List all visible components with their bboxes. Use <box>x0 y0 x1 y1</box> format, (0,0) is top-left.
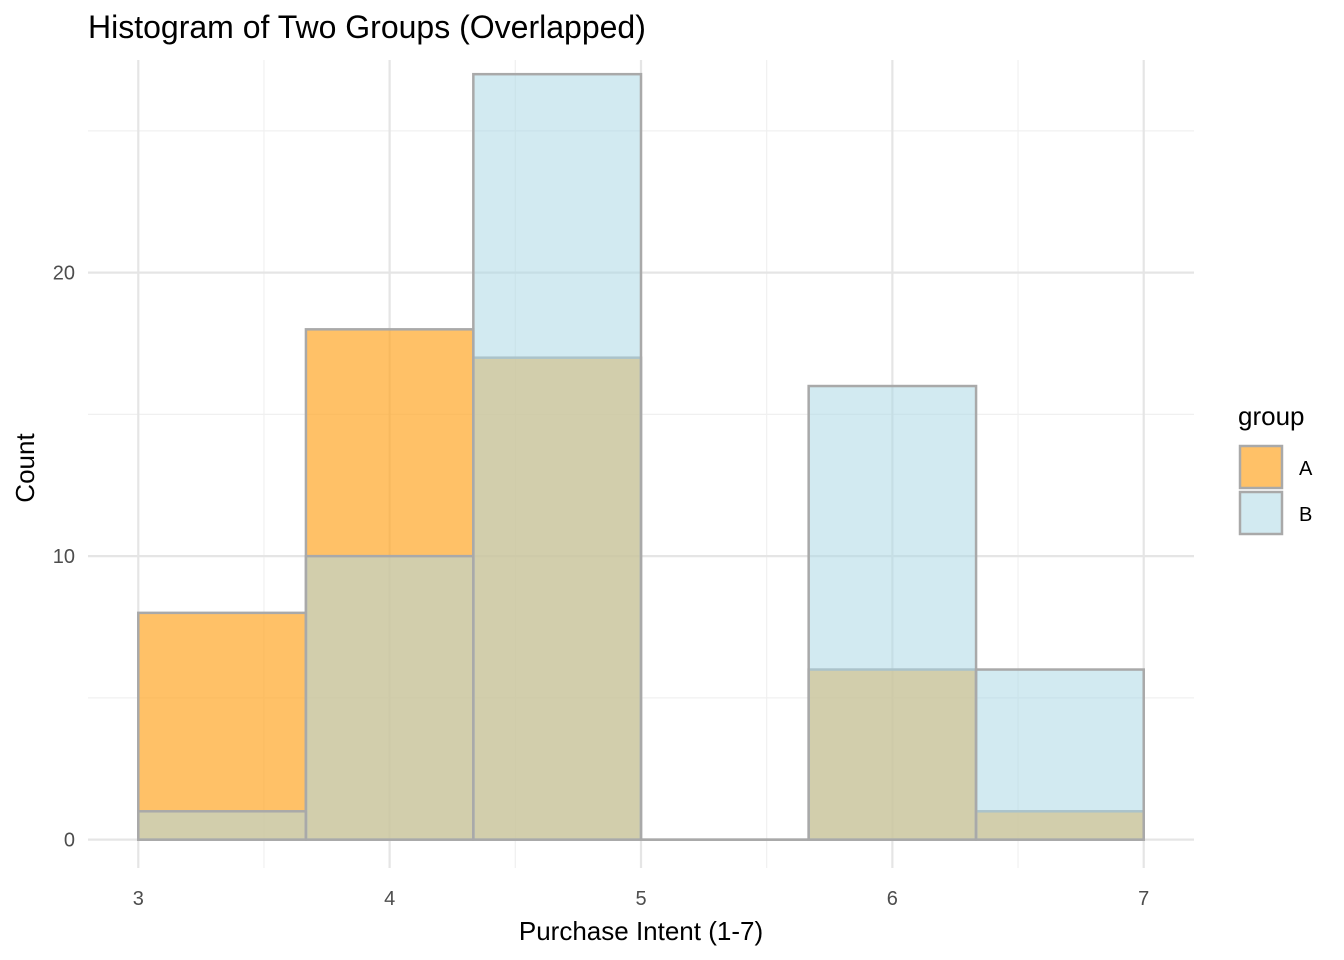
bar-B-bin-1 <box>137 810 308 841</box>
legend-key-A <box>1238 444 1284 490</box>
x-tick-label: 7 <box>1138 888 1149 910</box>
bar-B-bin-3 <box>472 72 643 841</box>
y-tick-label: 0 <box>64 830 75 852</box>
x-tick-label: 6 <box>887 888 898 910</box>
x-tick-label: 4 <box>384 888 395 910</box>
legend-key-B <box>1238 490 1284 536</box>
legend-label-A: A <box>1299 458 1313 480</box>
bar-A-bin-1 <box>137 611 308 841</box>
x-tick-label: 5 <box>635 888 646 910</box>
histogram-bars <box>137 72 1145 841</box>
bar-B-bin-2 <box>304 554 475 841</box>
y-axis-title: Count <box>10 433 40 503</box>
chart-title: Histogram of Two Groups (Overlapped) <box>88 9 646 45</box>
bar-B-bin-6 <box>974 668 1145 841</box>
legend-title: group <box>1238 401 1305 431</box>
bar-B-bin-5 <box>807 384 978 841</box>
x-axis-title: Purchase Intent (1-7) <box>519 916 763 946</box>
axis-ticks: 3 4 5 6 7 0 10 20 <box>53 263 1150 910</box>
legend-label-B: B <box>1299 504 1312 526</box>
legend: group A B <box>1238 401 1313 536</box>
y-tick-label: 20 <box>53 263 75 285</box>
y-tick-label: 10 <box>53 546 75 568</box>
x-tick-label: 3 <box>133 888 144 910</box>
